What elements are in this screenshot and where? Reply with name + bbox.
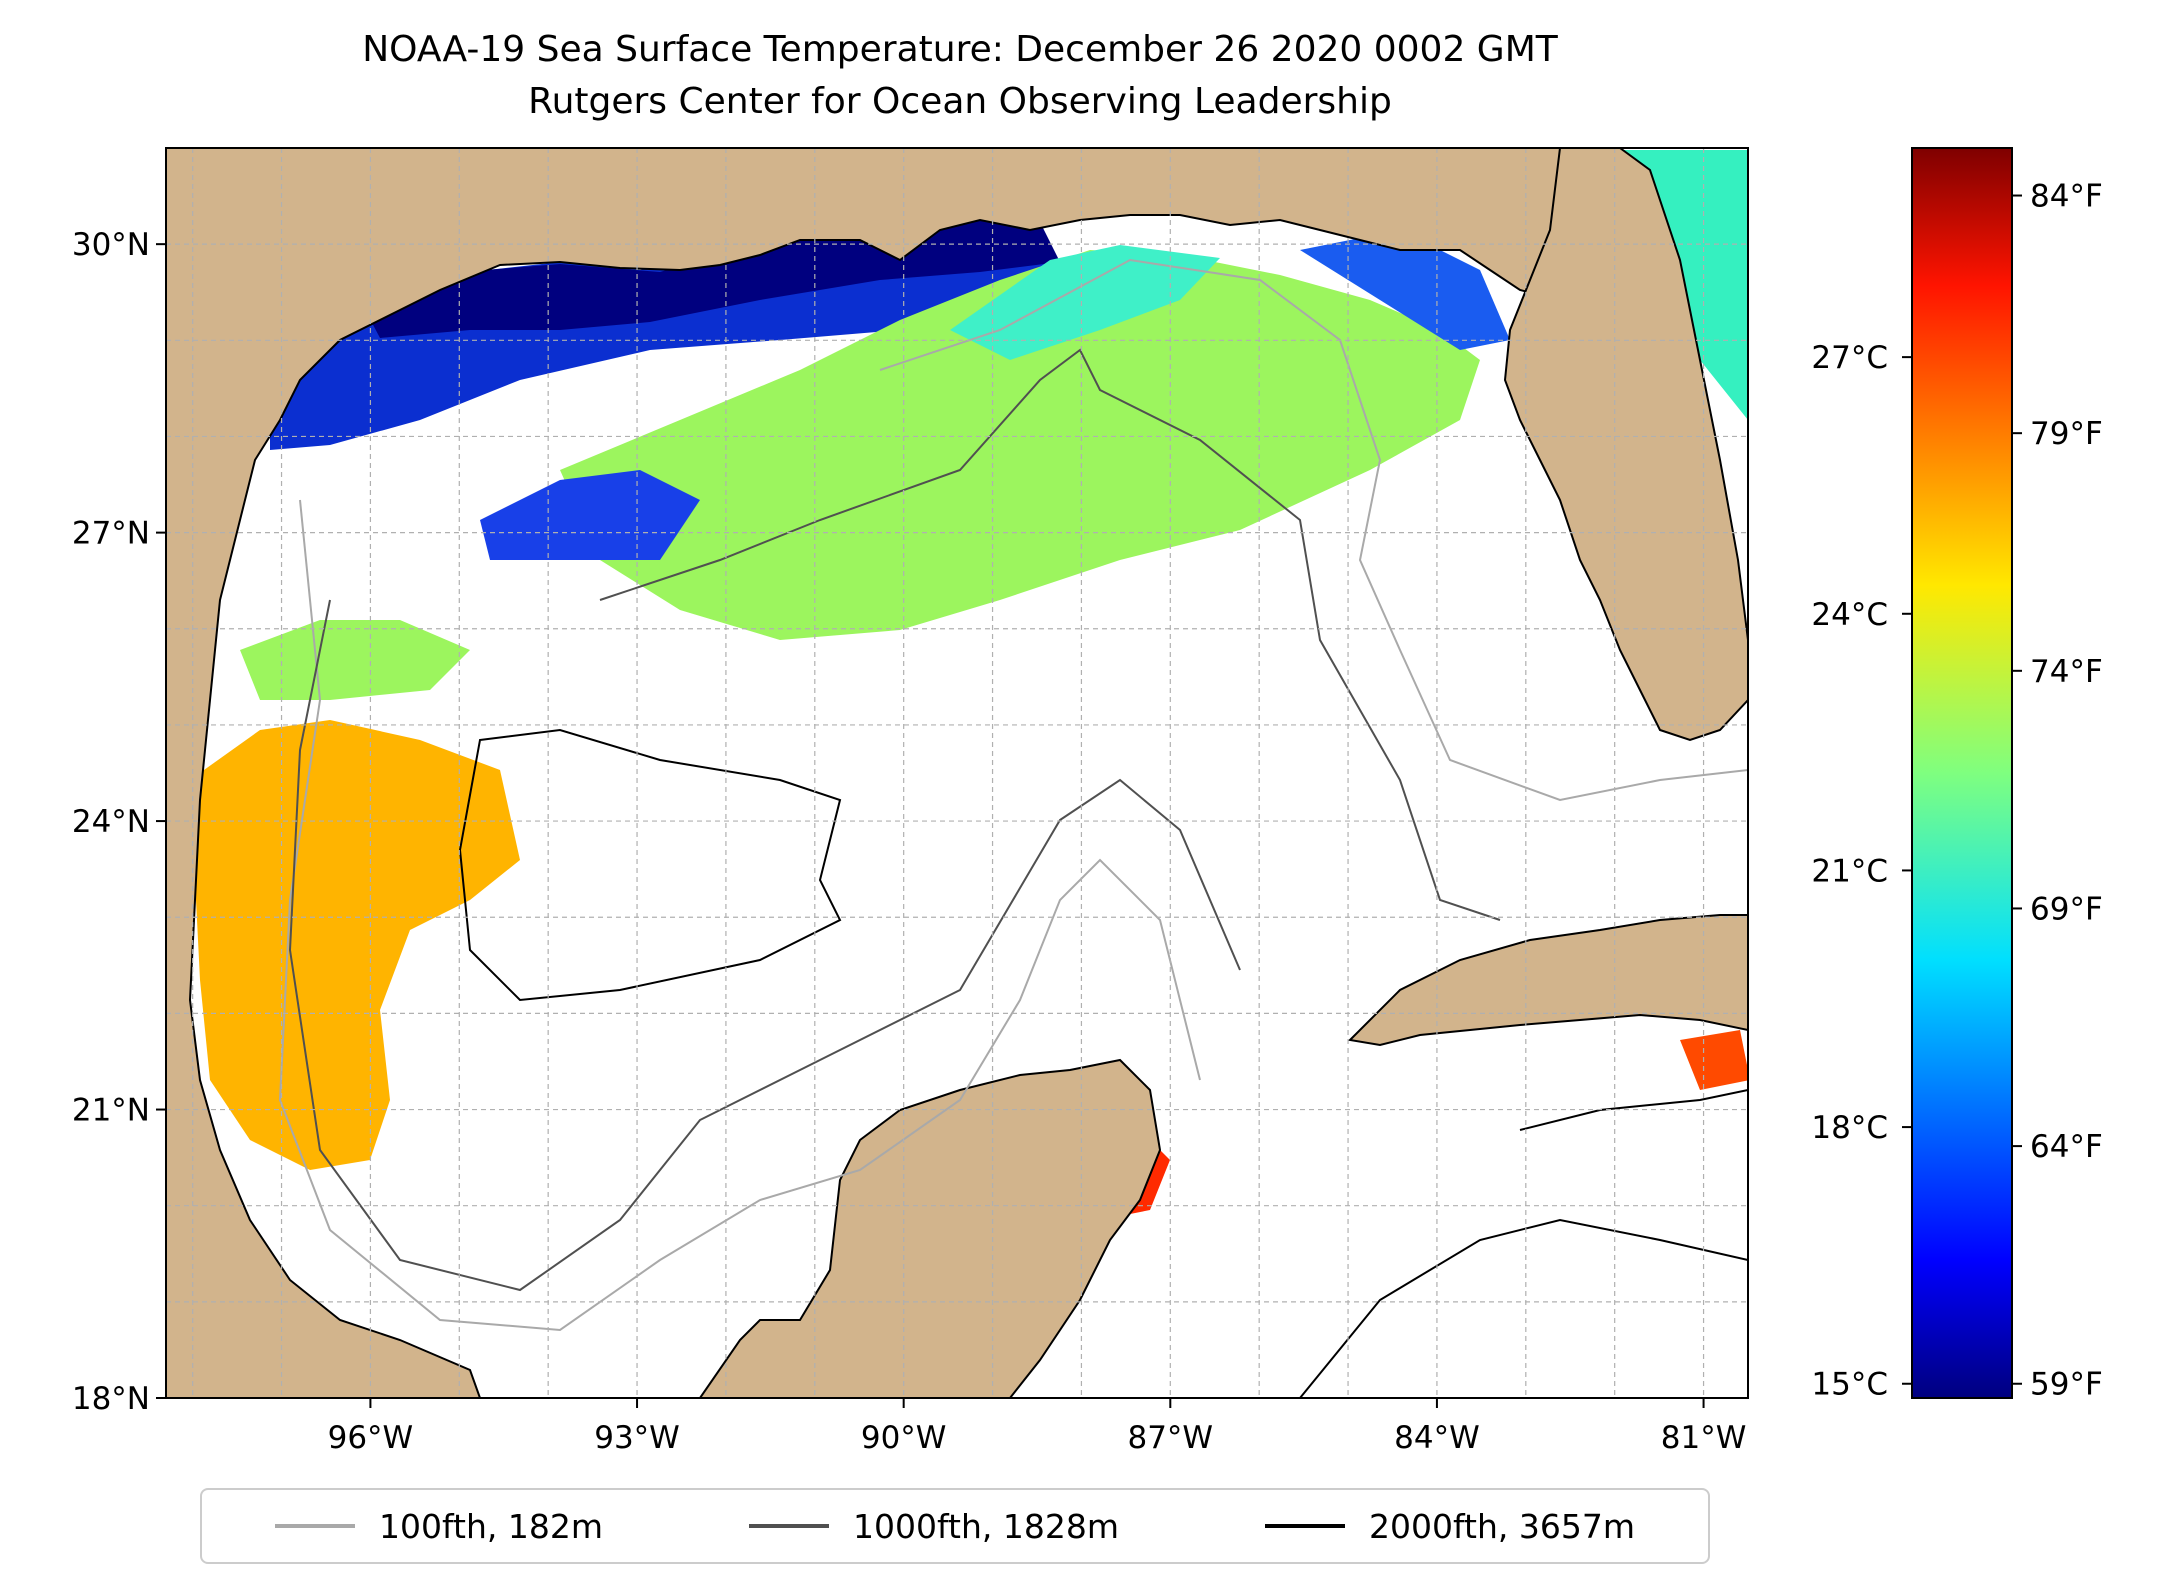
sst-west-warm-patch — [190, 720, 520, 1170]
lat-tick-label: 18°N — [72, 1381, 150, 1417]
celsius-tick-label: 24°C — [1811, 597, 1888, 633]
bathymetry-contours — [278, 258, 1748, 1398]
fahrenheit-tick-label: 64°F — [2030, 1129, 2103, 1165]
map-gridlines — [166, 148, 1748, 1398]
sst-cuba-red-patch — [1680, 1030, 1748, 1090]
land-florida — [1503, 148, 1748, 742]
map-canvas[interactable] — [166, 148, 1750, 1398]
legend-line-icon — [275, 1524, 355, 1528]
lon-tick-label: 87°W — [1127, 1420, 1213, 1456]
sst-west-green-strip — [240, 620, 470, 700]
fahrenheit-tick-label: 79°F — [2030, 416, 2103, 452]
celsius-tick-label: 18°C — [1811, 1110, 1888, 1146]
sst-west-blue-band — [480, 470, 700, 560]
celsius-tick-label: 27°C — [1811, 340, 1888, 376]
legend-line-icon — [749, 1524, 829, 1528]
celsius-tick-label: 21°C — [1811, 853, 1888, 889]
fahrenheit-tick-label: 59°F — [2030, 1367, 2103, 1403]
latitude-axis: 30°N 27°N 24°N 21°N 18°N — [72, 227, 166, 1417]
legend-label: 2000fth, 3657m — [1368, 1506, 1635, 1546]
map-subtitle: Rutgers Center for Ocean Observing Leade… — [528, 81, 1392, 122]
sst-east-blue-band — [1300, 230, 1510, 350]
lat-tick-label: 24°N — [72, 804, 150, 840]
map-title: NOAA-19 Sea Surface Temperature: Decembe… — [362, 29, 1558, 70]
fahrenheit-tick-label: 69°F — [2030, 891, 2103, 927]
celsius-tick-label: 15°C — [1811, 1367, 1888, 1403]
longitude-axis: 96°W 93°W 90°W 87°W 84°W 81°W — [328, 1398, 1747, 1456]
lon-tick-label: 96°W — [328, 1420, 414, 1456]
land-cuba — [1347, 914, 1748, 1047]
legend-label: 1000fth, 1828m — [853, 1506, 1119, 1546]
legend-item-2000fth: 2000fth, 3657m — [1264, 1506, 1635, 1546]
legend-label: 100fth, 182m — [379, 1506, 603, 1546]
land-us-gulf-coast — [166, 148, 1622, 1398]
lon-tick-label: 90°W — [861, 1420, 947, 1456]
legend-item-100fth: 100fth, 182m — [275, 1507, 603, 1546]
lon-tick-label: 84°W — [1394, 1420, 1480, 1456]
lon-tick-label: 93°W — [594, 1420, 680, 1456]
legend-item-1000fth: 1000fth, 1828m — [749, 1507, 1119, 1546]
colorbar-celsius-axis: 27°C 24°C 21°C 18°C 15°C — [1811, 340, 1912, 1403]
colorbar-fahrenheit-axis: 84°F 79°F 74°F 69°F 64°F 59°F — [2012, 179, 2103, 1403]
sst-cyan-band — [950, 245, 1220, 360]
lat-tick-label: 30°N — [72, 227, 150, 263]
legend-line-icon — [1264, 1524, 1345, 1528]
map-frame — [165, 147, 1749, 1399]
lat-tick-label: 21°N — [72, 1093, 150, 1129]
lat-tick-label: 27°N — [72, 516, 150, 552]
sst-green-band — [560, 250, 1480, 640]
lon-tick-label: 81°W — [1661, 1420, 1747, 1456]
bathymetry-legend: 100fth, 182m 1000fth, 1828m 2000fth, 365… — [200, 1488, 1710, 1564]
colorbar — [1911, 147, 2013, 1399]
fahrenheit-tick-label: 74°F — [2030, 654, 2103, 690]
fahrenheit-tick-label: 84°F — [2030, 179, 2103, 215]
